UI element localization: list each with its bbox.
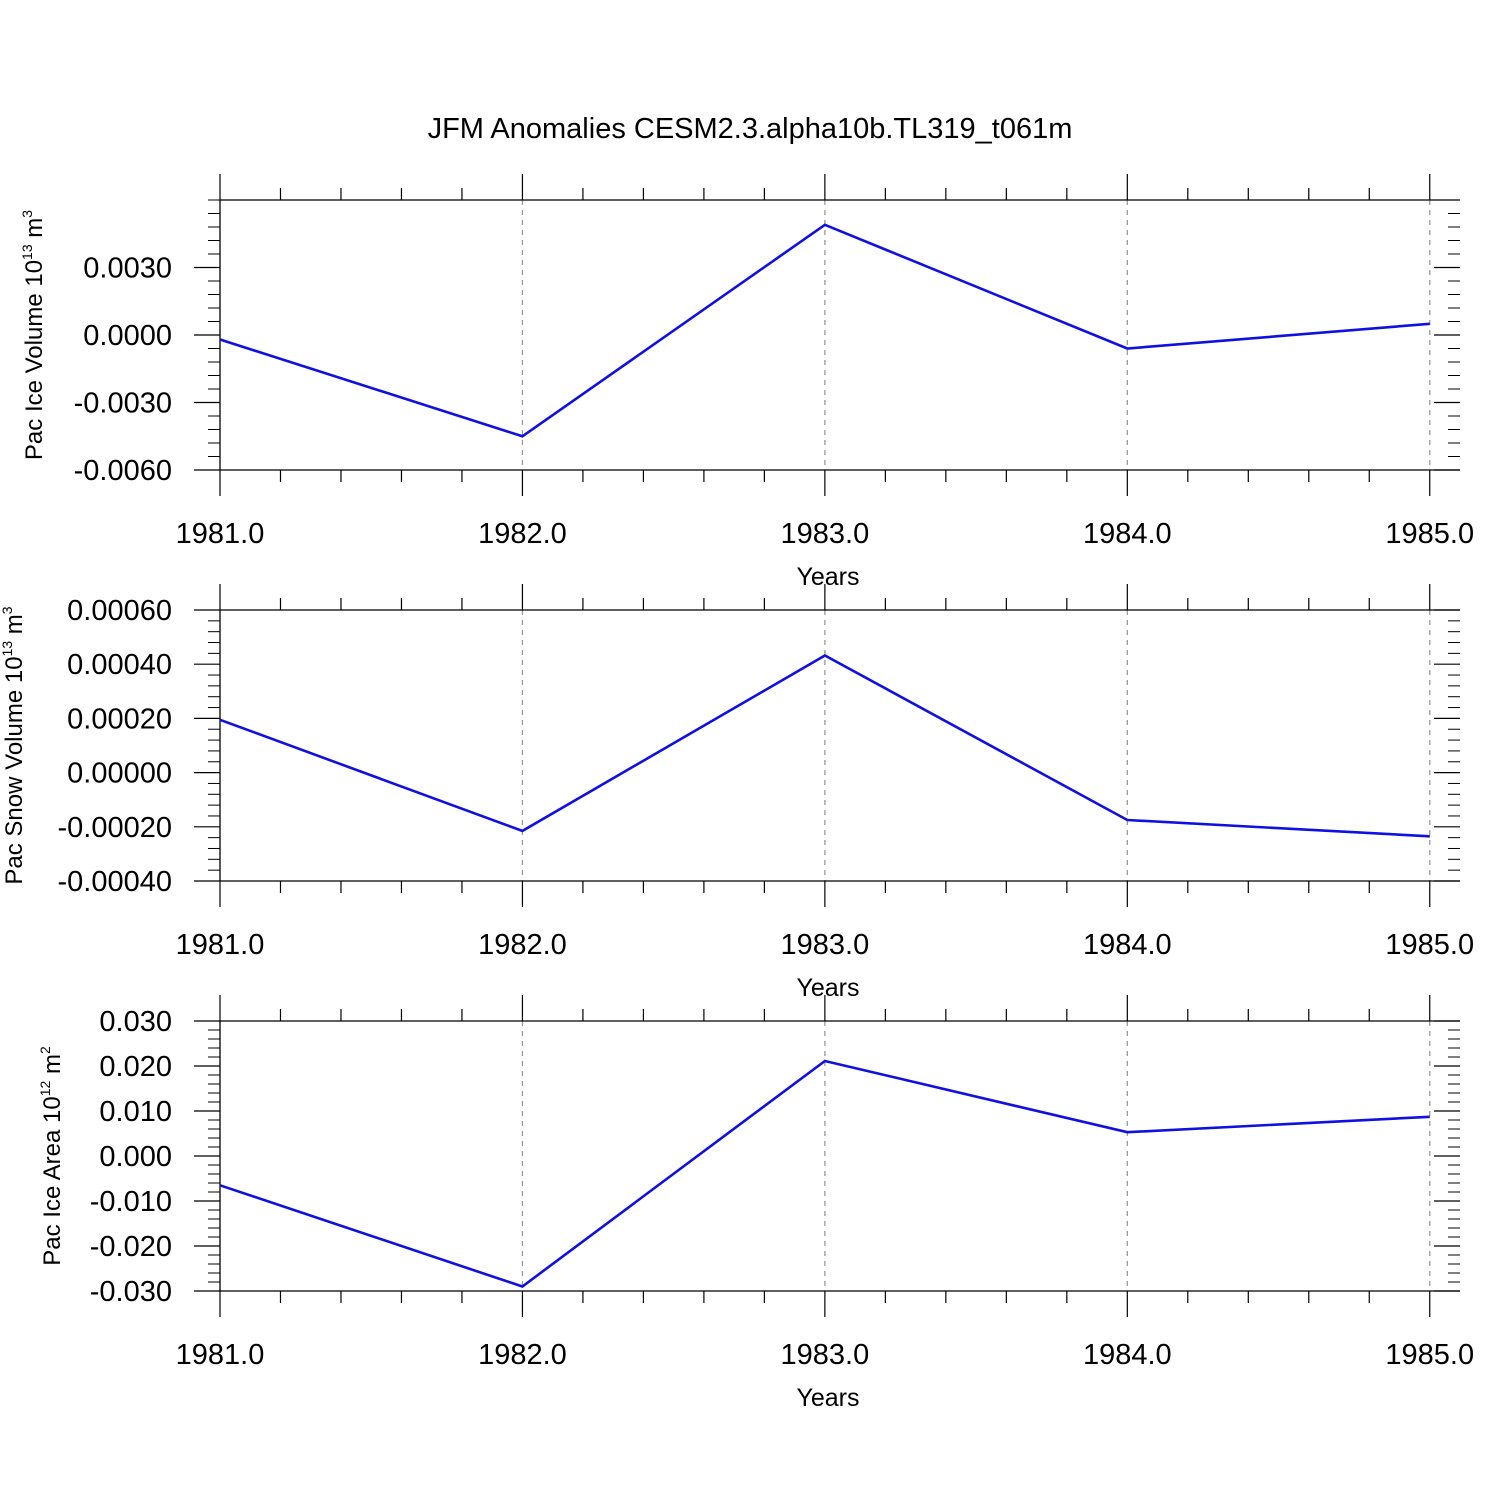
x-tick-label: 1983.0 (781, 929, 870, 961)
x-axis-label: Years (796, 563, 859, 591)
y-tick-label: 0.00000 (67, 758, 172, 790)
y-tick-label: 0.00020 (67, 703, 172, 735)
chart-panel-1: -0.0060 -0.0030 0.0000 0.0030 1981.0 1982.0 19… (19, 174, 1474, 591)
y-tick-label: 0.0030 (83, 253, 172, 285)
y-tick-label: 0.000 (99, 1141, 172, 1173)
series-line-1 (219, 1059, 1430, 1288)
y-tick-label: -0.010 (90, 1186, 172, 1218)
y-axis-label: Pac Ice Area 1012 m2 (37, 1046, 66, 1266)
y-tick-label: 0.00040 (67, 649, 172, 681)
x-tick-label: 1982.0 (478, 1339, 567, 1371)
chart-panel-3: -0.030 -0.020 -0.010 0.000 0.010 0.020 0.030 19… (37, 995, 1474, 1412)
y-tick-label: 0.00060 (67, 595, 172, 627)
y-axis-label: Pac Snow Volume 1013 m3 (0, 606, 28, 884)
x-axis-label: Years (796, 1384, 859, 1412)
x-tick-label: 1981.0 (176, 518, 265, 550)
y-axis-label: Pac Ice Volume 1013 m3 (19, 210, 48, 460)
x-axis-label: Years (796, 974, 859, 1002)
x-tick-label: 1984.0 (1083, 1339, 1172, 1371)
y-tick-label: -0.0030 (74, 388, 172, 420)
x-tick-label: 1981.0 (176, 929, 265, 961)
y-tick-label: -0.020 (90, 1231, 172, 1263)
x-tick-label: 1982.0 (478, 518, 567, 550)
y-tick-label: 0.030 (99, 1006, 172, 1038)
y-tick-label: -0.00020 (58, 812, 173, 844)
y-tick-label: -0.0060 (74, 455, 172, 487)
y-tick-label: -0.00040 (58, 866, 173, 898)
y-tick-label: 0.0000 (83, 320, 172, 352)
x-tick-label: 1981.0 (176, 1339, 265, 1371)
x-tick-label: 1985.0 (1385, 929, 1474, 961)
x-tick-label: 1983.0 (781, 1339, 870, 1371)
series-line-1 (219, 654, 1430, 838)
figure-title: JFM Anomalies CESM2.3.alpha10b.TL319_t06… (428, 113, 1073, 145)
series-line-1 (219, 223, 1430, 438)
panels: -0.0060 -0.0030 0.0000 0.0030 1981.0 1982.0 19… (0, 174, 1474, 1412)
x-tick-label: 1983.0 (781, 518, 870, 550)
x-tick-label: 1984.0 (1083, 929, 1172, 961)
x-tick-label: 1985.0 (1385, 1339, 1474, 1371)
y-tick-label: 0.020 (99, 1051, 172, 1083)
chart-panel-2: -0.00040 -0.00020 0.00000 0.00020 0.00040 0.0… (0, 584, 1474, 1002)
x-tick-label: 1985.0 (1385, 518, 1474, 550)
x-tick-label: 1984.0 (1083, 518, 1172, 550)
x-tick-label: 1982.0 (478, 929, 567, 961)
y-tick-label: -0.030 (90, 1276, 172, 1308)
y-tick-label: 0.010 (99, 1096, 172, 1128)
